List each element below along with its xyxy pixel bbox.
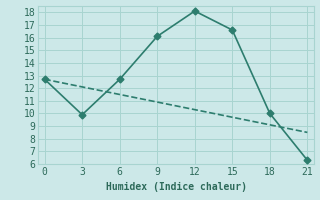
X-axis label: Humidex (Indice chaleur): Humidex (Indice chaleur) [106,182,246,192]
